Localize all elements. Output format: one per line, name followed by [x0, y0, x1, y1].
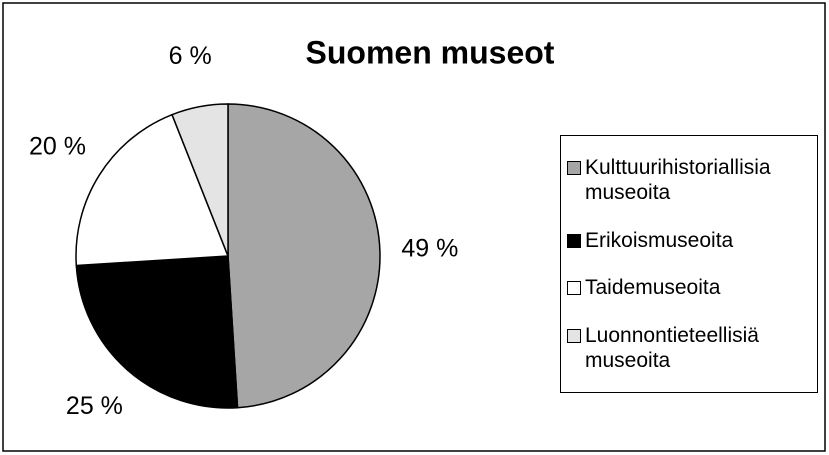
data-label: 25 %	[66, 392, 123, 420]
chart-title: Suomen museot	[306, 34, 555, 70]
legend-swatch	[567, 161, 581, 176]
pie-slice	[171, 103, 229, 257]
legend-swatch	[567, 281, 581, 296]
data-label: 6 %	[169, 42, 212, 70]
pie-slice	[75, 255, 239, 409]
data-label: 20 %	[29, 132, 86, 160]
legend-item: Luonnontieteellisiä museoita	[567, 323, 811, 373]
legend-item: Erikoismuseoita	[567, 228, 811, 253]
legend-label: Erikoismuseoita	[585, 228, 734, 252]
legend-swatch	[567, 328, 581, 343]
legend-item: Taidemuseoita	[567, 275, 811, 300]
pie-slice	[227, 103, 381, 409]
legend-label: Taidemuseoita	[585, 276, 721, 300]
legend-label: Luonnontieteellisiä museoita	[585, 323, 759, 372]
pie-slice	[75, 113, 230, 267]
legend-label: Kulttuurihistoriallisia museoita	[585, 156, 771, 205]
legend: Kulttuurihistoriallisia museoita Erikoism…	[560, 135, 818, 393]
legend-item: Kulttuurihistoriallisia museoita	[567, 155, 811, 205]
data-label: 49 %	[401, 234, 458, 262]
legend-swatch	[567, 233, 581, 248]
